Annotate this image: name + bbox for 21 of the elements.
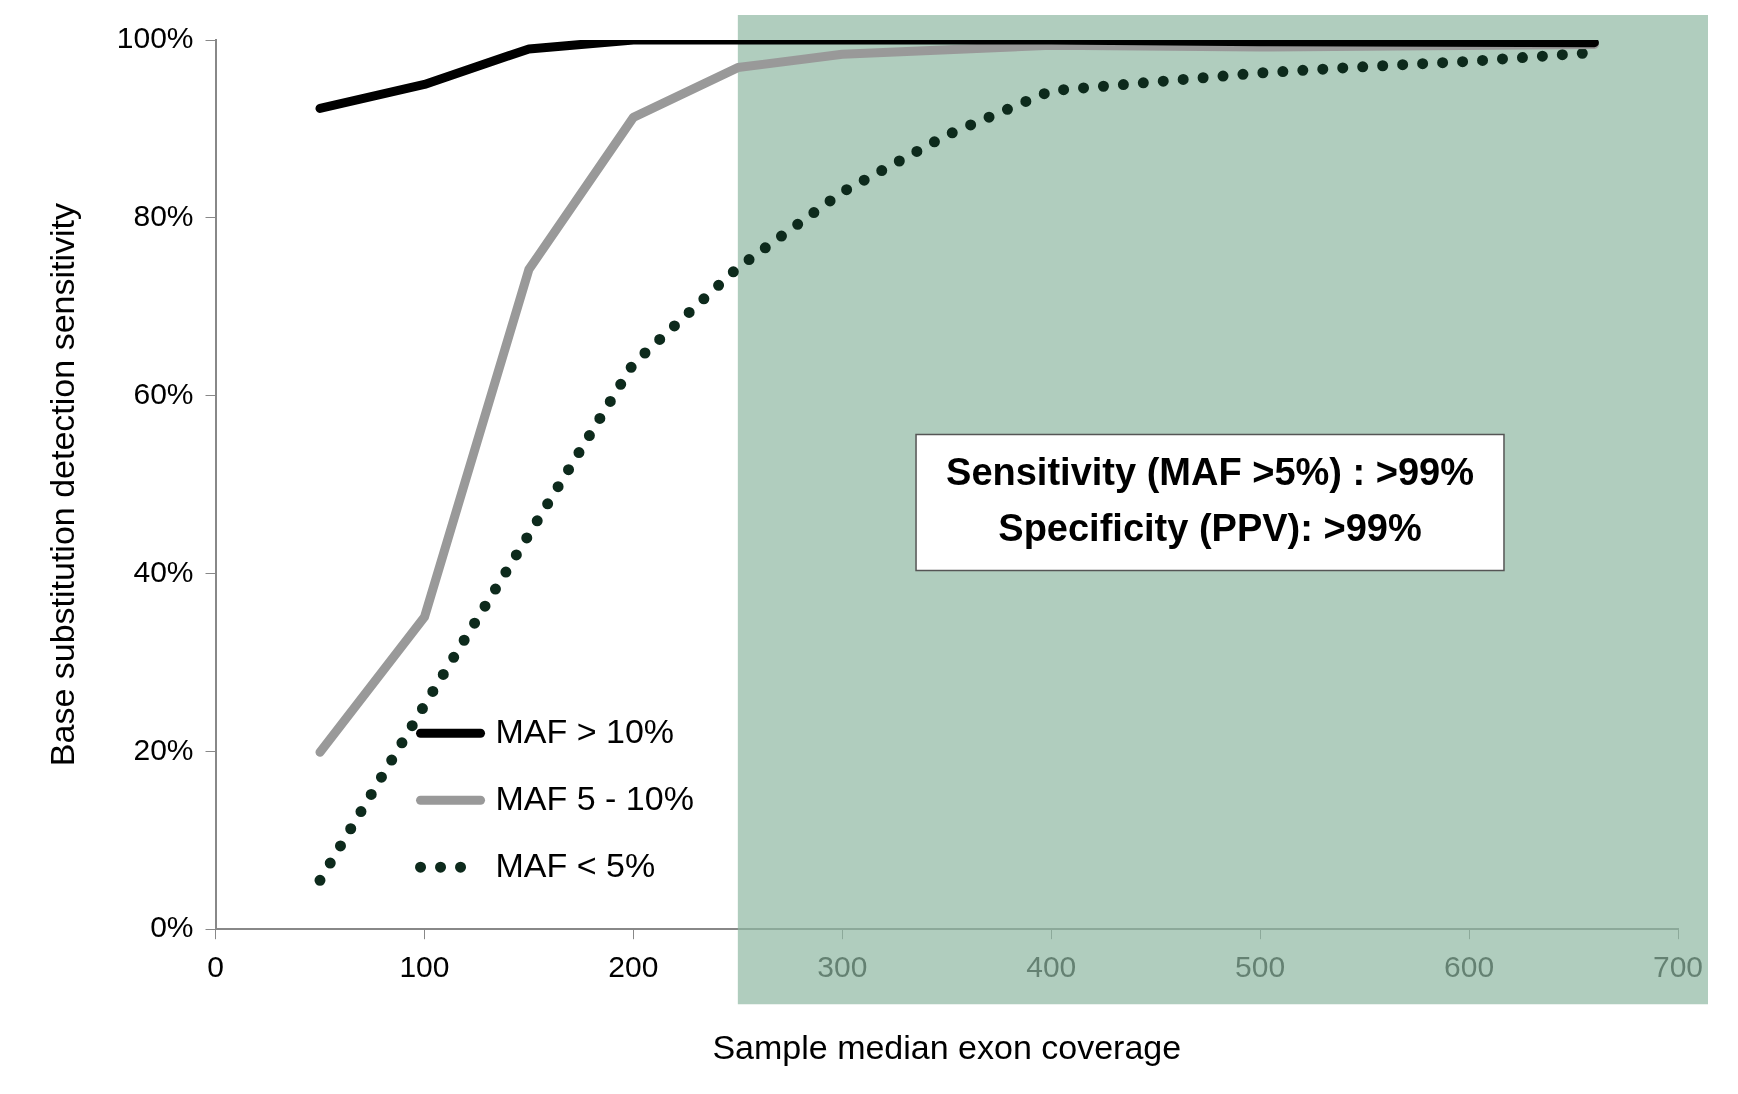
legend-label: MAF 5 - 10% xyxy=(495,778,694,817)
x-tick-label: 400 xyxy=(1026,950,1077,984)
annotation: Sensitivity (MAF >5%) : >99% xyxy=(946,450,1474,493)
legend-label: MAF > 10% xyxy=(495,711,675,750)
x-axis-title: Sample median exon coverage xyxy=(712,1027,1182,1066)
x-tick-label: 300 xyxy=(817,950,868,984)
x-tick-label: 600 xyxy=(1444,950,1495,984)
x-tick-label: 0 xyxy=(207,950,224,984)
x-tick-label: 100 xyxy=(399,950,450,984)
y-tick-label: 0% xyxy=(150,910,194,944)
x-tick-label: 200 xyxy=(608,950,659,984)
x-tick-label: 500 xyxy=(1235,950,1286,984)
y-tick-label: 20% xyxy=(133,732,194,766)
legend-label: MAF < 5% xyxy=(495,845,656,884)
annotation: Specificity (PPV): >99% xyxy=(998,506,1422,549)
y-tick-label: 60% xyxy=(133,376,194,410)
y-tick-label: 80% xyxy=(133,199,194,233)
x-tick-label: 700 xyxy=(1652,950,1704,984)
y-tick-label: 100% xyxy=(116,21,194,55)
y-tick-label: 40% xyxy=(133,554,194,588)
y-axis-title: Base substitution detection sensitivity xyxy=(42,203,81,767)
